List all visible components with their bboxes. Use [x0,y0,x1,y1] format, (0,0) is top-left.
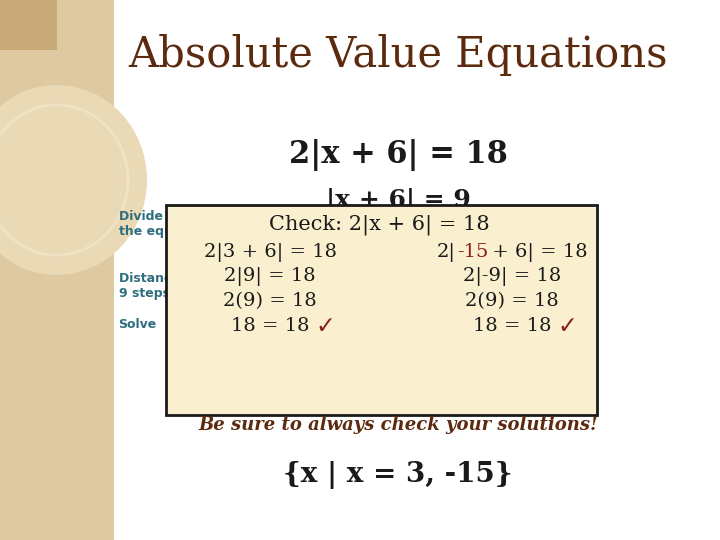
Text: Check: 2|x + 6| = 18: Check: 2|x + 6| = 18 [269,215,490,235]
Text: 18 = 18: 18 = 18 [231,317,310,335]
Text: + 6| = 18: + 6| = 18 [485,242,587,261]
Text: -15: -15 [457,243,488,261]
Text: 2|-9| = 18: 2|-9| = 18 [463,267,561,287]
Text: 18 = 18: 18 = 18 [473,317,552,335]
Text: Absolute Value Equations: Absolute Value Equations [129,34,668,76]
Text: Distance: x +
9 steps fro: Distance: x + 9 steps fro [119,272,212,300]
Text: Be sure to always check your solutions!: Be sure to always check your solutions! [198,416,598,434]
Text: {x | x = 3, -15}: {x | x = 3, -15} [284,461,513,489]
Text: |x + 6| = 9: |x + 6| = 9 [326,188,471,212]
Bar [0,0,114,540]
Text: 2(9) = 18: 2(9) = 18 [465,292,559,310]
Text: ✓: ✓ [316,314,336,338]
Bar [0,0,57,50]
Text: 2|: 2| [436,242,455,261]
Circle shape [0,85,147,275]
Text: 2|9| = 18: 2|9| = 18 [225,267,316,287]
Bar [166,205,598,415]
Text: 2|x + 6| = 18: 2|x + 6| = 18 [289,139,508,171]
Text: Solve: Solve [119,318,157,331]
Text: Divide both sides of
the equation by 2: Divide both sides of the equation by 2 [119,210,258,238]
Text: ✓: ✓ [557,314,577,338]
Text: 2(9) = 18: 2(9) = 18 [223,292,317,310]
Text: 2|3 + 6| = 18: 2|3 + 6| = 18 [204,242,337,261]
